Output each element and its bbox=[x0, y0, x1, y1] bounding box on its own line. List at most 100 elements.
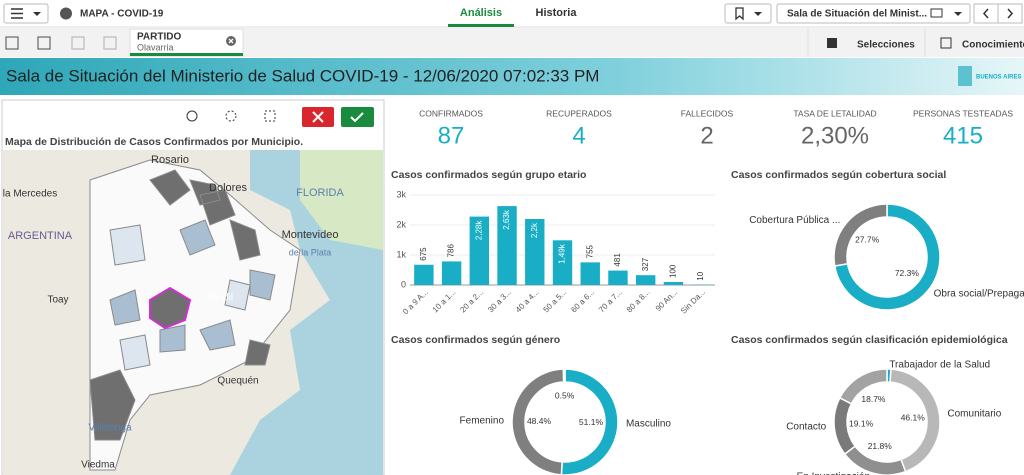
bar bbox=[635, 275, 656, 285]
map-title: Mapa de Distribución de Casos Confirmado… bbox=[5, 136, 303, 148]
category-label: Trabajador de la Salud bbox=[889, 360, 990, 371]
bar bbox=[608, 270, 628, 285]
y-tick-label: 2k bbox=[396, 219, 406, 229]
map-label: ARGENTINA bbox=[8, 230, 73, 242]
chart-title: Casos confirmados según cobertura social bbox=[731, 169, 946, 181]
map bbox=[3, 150, 383, 475]
banner bbox=[0, 58, 1024, 95]
tab[interactable]: Análisis bbox=[460, 7, 502, 19]
sheet-title: Sala de Situación del Minist... bbox=[787, 9, 927, 20]
selections-button[interactable]: Selecciones bbox=[827, 38, 915, 51]
x-tick-label: 40 a 4... bbox=[514, 288, 541, 315]
cancel-selection[interactable] bbox=[302, 107, 334, 127]
value-label: 1,49k bbox=[558, 243, 567, 264]
map-label: la Mercedes bbox=[3, 189, 57, 200]
clear-all[interactable] bbox=[103, 36, 117, 50]
value-label: 2,63k bbox=[502, 209, 511, 230]
district-high bbox=[89, 169, 271, 441]
map-labels: Rosario Dolores FLORIDA Montevideo de la Pla… bbox=[3, 154, 345, 471]
value-label: 481 bbox=[613, 253, 622, 267]
next-sheet[interactable] bbox=[997, 3, 1023, 24]
clear-tool[interactable] bbox=[264, 110, 276, 122]
kpi-label: FALLECIDOS bbox=[681, 108, 734, 118]
bookmark-button[interactable] bbox=[724, 3, 772, 24]
circle-tool[interactable] bbox=[225, 110, 237, 122]
district-mid bbox=[109, 219, 276, 353]
map-label: Dolores bbox=[209, 182, 247, 194]
x-tick-label: 0 a 9 A... bbox=[401, 288, 430, 317]
x-tick-label: 60 a 6... bbox=[569, 288, 596, 315]
step-back[interactable] bbox=[37, 36, 51, 50]
menu-button[interactable] bbox=[3, 3, 49, 24]
bar bbox=[663, 282, 684, 285]
chart-title: Casos confirmados según clasificación ep… bbox=[731, 334, 1008, 346]
district-low bbox=[109, 224, 251, 371]
charts: Casos confirmados según grupo etario 0 1k 2… bbox=[391, 169, 1024, 475]
donut-segment bbox=[562, 368, 566, 383]
district-selected bbox=[149, 286, 192, 330]
x-tick-label: 50 a 5... bbox=[542, 288, 569, 315]
value-label: 51.1% bbox=[579, 417, 604, 427]
x-tick-label: 90 An... bbox=[654, 288, 680, 314]
value-label: 21.8% bbox=[868, 441, 893, 451]
app-title: MAPA - COVID-19 bbox=[80, 9, 164, 20]
map-label: de la Plata bbox=[289, 247, 332, 257]
lasso-tool[interactable] bbox=[186, 110, 198, 122]
kpi-label: TASA DE LETALIDAD bbox=[793, 108, 876, 118]
prev-sheet[interactable] bbox=[973, 3, 999, 24]
insights-label: Conocimiento bbox=[962, 40, 1024, 51]
tab[interactable]: Historia bbox=[536, 7, 578, 19]
banner-title: Sala de Situación del Ministerio de Salu… bbox=[6, 66, 599, 85]
category-label: Femenino bbox=[460, 416, 505, 427]
bar bbox=[441, 261, 462, 285]
kpi-value: 2 bbox=[700, 122, 713, 149]
bar bbox=[469, 216, 490, 285]
category-label: Obra social/Prepaga bbox=[934, 288, 1024, 299]
x-tick-label: 30 a 3... bbox=[486, 288, 513, 315]
value-label: 72.3% bbox=[895, 268, 920, 278]
kpi-row: CONFIRMADOS 87 RECUPERADOS 4 FALLECIDOS 2 TASA… bbox=[419, 108, 1013, 149]
x-tick-label: 20 a 2... bbox=[458, 288, 485, 315]
sheet-selector[interactable]: Sala de Situación del Minist... bbox=[776, 3, 971, 24]
map-label: Tandil bbox=[207, 293, 233, 304]
chart-title: Casos confirmados según grupo etario bbox=[391, 169, 586, 181]
kpi-value: 87 bbox=[438, 122, 465, 149]
donut-segment bbox=[833, 203, 941, 311]
value-label: 19.1% bbox=[849, 419, 874, 429]
category-label: Cobertura Pública ... bbox=[749, 215, 840, 226]
map-label: Viedma bbox=[81, 460, 115, 471]
bar bbox=[525, 219, 545, 285]
tab-underline bbox=[448, 24, 514, 27]
bar bbox=[497, 206, 517, 285]
value-label: 755 bbox=[585, 244, 594, 258]
value-label: 10 bbox=[696, 271, 705, 280]
x-tick-label: Sin Da... bbox=[679, 288, 707, 316]
value-label: 327 bbox=[641, 257, 650, 271]
map-label: Villalonga bbox=[88, 423, 132, 434]
step-forward[interactable] bbox=[71, 36, 85, 50]
confirm-selection[interactable] bbox=[341, 107, 374, 127]
kpi-value: 415 bbox=[943, 122, 983, 149]
value-label: 786 bbox=[447, 244, 456, 258]
map-label: Montevideo bbox=[282, 229, 339, 241]
selection-field: PARTIDO bbox=[137, 32, 181, 43]
insights-button[interactable]: Conocimiento bbox=[940, 37, 1024, 51]
bar bbox=[414, 264, 434, 285]
kpi-value: 2,30% bbox=[801, 122, 869, 149]
value-label: 100 bbox=[669, 264, 678, 278]
category-label: Comunitario bbox=[947, 409, 1001, 420]
x-tick-label: 70 a 7... bbox=[597, 288, 624, 315]
donut-segment bbox=[838, 368, 888, 405]
map-label: Quequén bbox=[217, 376, 258, 387]
value-label: 675 bbox=[419, 247, 428, 261]
x-tick-label: 80 a 8... bbox=[625, 288, 652, 315]
category-label: En Investigación bbox=[797, 471, 870, 475]
logo-text: BUENOS AIRES bbox=[976, 75, 1021, 81]
selection-chip[interactable]: PARTIDO Olavarria bbox=[129, 28, 244, 57]
map-label: Toay bbox=[47, 295, 68, 306]
map-label: Rosario bbox=[151, 154, 189, 166]
smart-search[interactable] bbox=[5, 36, 19, 50]
chart-title: Casos confirmados según género bbox=[391, 334, 560, 346]
app-icon bbox=[60, 7, 72, 20]
